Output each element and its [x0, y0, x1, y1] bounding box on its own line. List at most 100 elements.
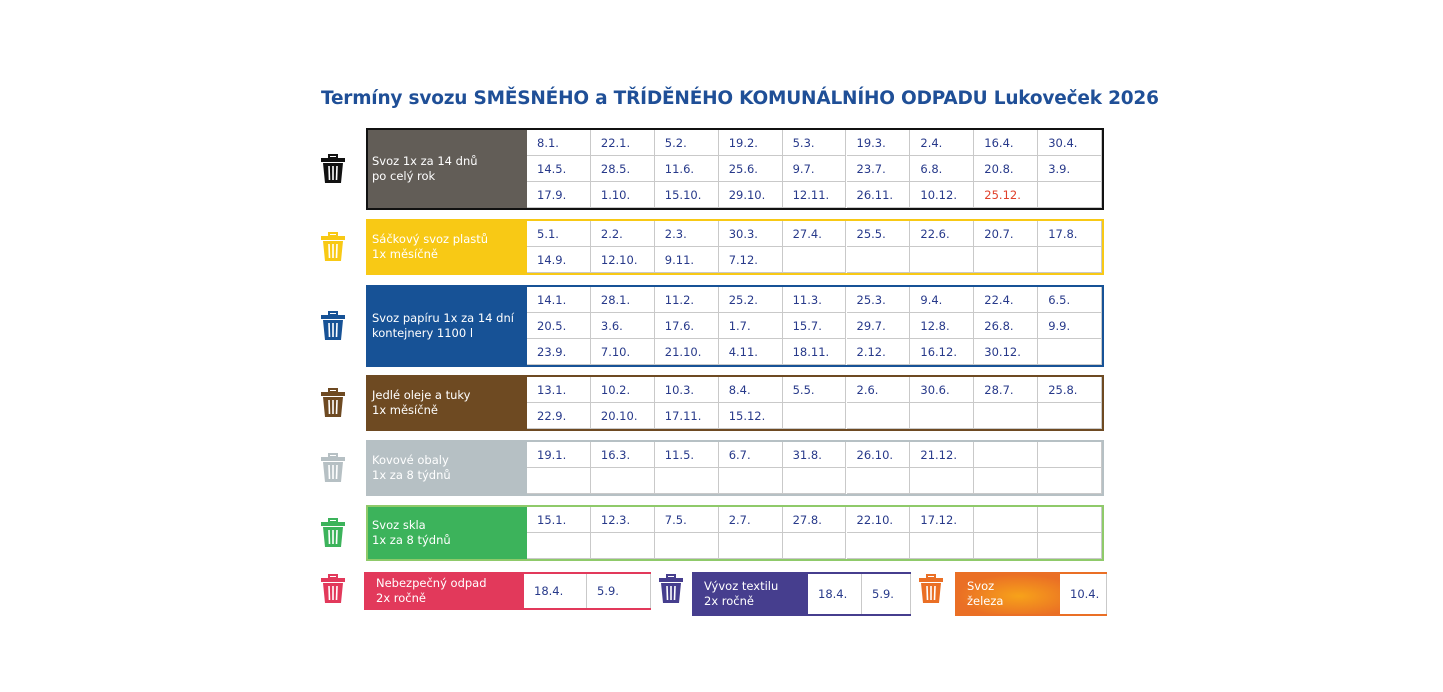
- date-cell: 2.4.: [910, 130, 975, 156]
- date-cell: 15.10.: [654, 182, 719, 208]
- category-label: Svoz 1x za 14 dnů po celý rok: [368, 130, 527, 208]
- date-cell: 31.8.: [782, 442, 847, 468]
- date-cell: [910, 403, 975, 429]
- date-cell: [846, 403, 911, 429]
- date-cell: 12.11.: [782, 182, 847, 208]
- date-cell: 2.3.: [654, 221, 719, 247]
- date-cell: 8.1.: [527, 130, 591, 156]
- date-cell: 25.5.: [846, 221, 911, 247]
- date-cell: [654, 533, 719, 559]
- category-label: Svoz papíru 1x za 14 dní kontejnery 1100 …: [368, 287, 527, 365]
- date-cell: 7.5.: [654, 507, 719, 533]
- date-cell: 22.1.: [590, 130, 655, 156]
- date-cell: 17.6.: [654, 313, 719, 339]
- date-cell: 17.9.: [527, 182, 591, 208]
- label-line: Nebezpečný odpad: [376, 576, 487, 590]
- date-cell: [1038, 468, 1103, 494]
- date-cell: 1.10.: [590, 182, 655, 208]
- trash-icon-svg: [321, 518, 345, 547]
- label-line: Svoz: [967, 579, 995, 593]
- date-cell: 28.7.: [974, 377, 1039, 403]
- collection-block: Svoz papíru 1x za 14 dní kontejnery 1100 …: [366, 285, 1105, 367]
- date-cell: 14.1.: [527, 287, 591, 313]
- date-cell: 22.6.: [910, 221, 975, 247]
- date-cell: 27.8.: [782, 507, 847, 533]
- trash-icon-svg: [659, 574, 683, 603]
- label-line: Kovové obaly: [372, 453, 449, 467]
- date-cell: 11.2.: [654, 287, 719, 313]
- trash-icon-svg: [919, 574, 943, 603]
- date-cell: [1038, 339, 1103, 365]
- date-cell: 26.10.: [846, 442, 911, 468]
- trash-icon: [320, 574, 346, 604]
- date-cell: [974, 468, 1039, 494]
- date-cell: [910, 247, 975, 273]
- date-cell: 21.10.: [654, 339, 719, 365]
- date-cell: 5.2.: [654, 130, 719, 156]
- date-cell: [974, 247, 1039, 273]
- trash-icon-svg: [321, 574, 345, 603]
- date-cell: 5.9.: [587, 574, 651, 608]
- date-cell: 25.2.: [718, 287, 783, 313]
- date-cell: 30.3.: [718, 221, 783, 247]
- date-cell: 30.12.: [974, 339, 1039, 365]
- date-cell: 9.9.: [1038, 313, 1103, 339]
- date-cell: [782, 468, 847, 494]
- trash-icon: [658, 574, 684, 604]
- date-cell: 20.5.: [527, 313, 591, 339]
- date-cell: 18.4.: [524, 574, 587, 608]
- date-cell: [1038, 403, 1103, 429]
- trash-icon: [320, 311, 346, 341]
- date-cell: 23.9.: [527, 339, 591, 365]
- date-cell: 5.1.: [527, 221, 591, 247]
- label-line: 2x ročně: [376, 591, 426, 605]
- date-cell: [590, 533, 655, 559]
- date-cell: [782, 247, 847, 273]
- date-cell: 28.1.: [590, 287, 655, 313]
- date-cell: 4.11.: [718, 339, 783, 365]
- date-cell: 11.6.: [654, 156, 719, 182]
- date-cell: 17.12.: [910, 507, 975, 533]
- date-cell: 20.8.: [974, 156, 1039, 182]
- date-cell: [527, 533, 591, 559]
- date-cell: 11.5.: [654, 442, 719, 468]
- label-line: po celý rok: [372, 169, 436, 183]
- date-cell: 29.7.: [846, 313, 911, 339]
- date-cell: 21.12.: [910, 442, 975, 468]
- special-block: Vývoz textilu 2x ročně 18.4. 5.9.: [692, 572, 911, 616]
- date-cell: [974, 403, 1039, 429]
- label-line: 2x ročně: [704, 594, 754, 608]
- date-cell: 23.7.: [846, 156, 911, 182]
- date-cell: 9.11.: [654, 247, 719, 273]
- label-line: 1x za 8 týdnů: [372, 468, 451, 482]
- date-cell: 5.5.: [782, 377, 847, 403]
- trash-icon-svg: [321, 453, 345, 482]
- date-cell: 2.12.: [846, 339, 911, 365]
- category-label: Nebezpečný odpad 2x ročně: [366, 574, 524, 608]
- date-cell: 25.12.: [974, 182, 1039, 208]
- date-cell: 2.2.: [590, 221, 655, 247]
- label-line: kontejnery 1100 l: [372, 326, 474, 340]
- date-cell: [718, 533, 783, 559]
- date-cell: [782, 403, 847, 429]
- date-cell: 20.10.: [590, 403, 655, 429]
- date-cell: 22.4.: [974, 287, 1039, 313]
- special-block: Svoz železa 10.4.: [955, 572, 1107, 616]
- date-cell: [1038, 442, 1103, 468]
- date-cell: [527, 468, 591, 494]
- collection-block: Jedlé oleje a tuky 1x měsíčně 13.1. 10.2. 10…: [366, 375, 1105, 431]
- label-line: Sáčkový svoz plastů: [372, 232, 489, 246]
- date-cell: 17.8.: [1038, 221, 1103, 247]
- special-block: Nebezpečný odpad 2x ročně 18.4. 5.9.: [364, 572, 651, 610]
- collection-block: Svoz 1x za 14 dnů po celý rok 8.1. 22.1. 5.2…: [366, 128, 1105, 210]
- date-cell: [846, 533, 911, 559]
- date-cell: 10.2.: [590, 377, 655, 403]
- date-cell: 12.3.: [590, 507, 655, 533]
- category-label: Svoz železa: [957, 574, 1060, 614]
- date-cell: [1038, 507, 1103, 533]
- date-cell: 9.7.: [782, 156, 847, 182]
- date-cell: [974, 442, 1039, 468]
- date-cell: 2.7.: [718, 507, 783, 533]
- date-cell: [910, 468, 975, 494]
- title: Termíny svozu SMĚSNÉHO a TŘÍDĚNÉHO KOMUN…: [321, 88, 1159, 109]
